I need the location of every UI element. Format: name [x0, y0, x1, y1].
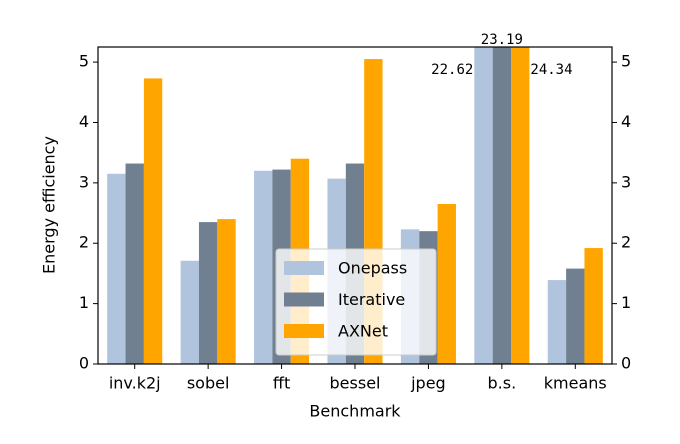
legend-label: Onepass — [338, 259, 407, 278]
x-tick-label: sobel — [187, 374, 230, 393]
bar — [107, 173, 126, 364]
y-tick-label: 2 — [79, 233, 89, 252]
y-tick-label-right: 4 — [621, 112, 631, 131]
legend-label: AXNet — [338, 322, 388, 341]
x-tick-label: inv.k2j — [109, 374, 161, 393]
y-tick-label-right: 2 — [621, 233, 631, 252]
bar — [254, 170, 273, 364]
y-tick-label-right: 0 — [621, 354, 631, 373]
bar — [180, 260, 199, 364]
y-axis-label: Energy efficiency — [40, 136, 59, 274]
bar — [547, 280, 567, 364]
x-axis-label: Benchmark — [309, 402, 401, 421]
x-tick-label: kmeans — [544, 374, 607, 393]
bar — [566, 268, 585, 364]
data-label: 22.62 — [431, 62, 473, 78]
y-tick-label: 1 — [79, 293, 89, 312]
x-tick-label: jpeg — [410, 374, 446, 393]
y-tick-label-right: 3 — [621, 172, 631, 191]
bar — [143, 78, 163, 364]
y-tick-label: 5 — [79, 52, 89, 71]
bar — [492, 47, 512, 364]
data-label: 24.34 — [530, 62, 572, 78]
data-label: 23.19 — [481, 32, 523, 48]
bar — [198, 222, 218, 364]
y-tick-label: 0 — [79, 354, 89, 373]
legend-swatch — [284, 324, 324, 338]
legend-swatch — [284, 261, 324, 275]
bar — [437, 203, 456, 364]
y-tick-label-right: 1 — [621, 293, 631, 312]
bar — [125, 163, 144, 364]
x-tick-label: fft — [273, 374, 290, 393]
bar — [474, 47, 493, 364]
y-tick-label-right: 5 — [621, 52, 631, 71]
legend-label: Iterative — [338, 290, 405, 309]
bar — [217, 219, 236, 364]
bar — [511, 47, 530, 364]
y-tick-label: 3 — [79, 172, 89, 191]
x-tick-label: bessel — [330, 374, 381, 393]
x-tick-label: b.s. — [488, 374, 517, 393]
bar — [584, 248, 603, 364]
y-tick-label: 4 — [79, 112, 89, 131]
legend-swatch — [284, 292, 324, 307]
